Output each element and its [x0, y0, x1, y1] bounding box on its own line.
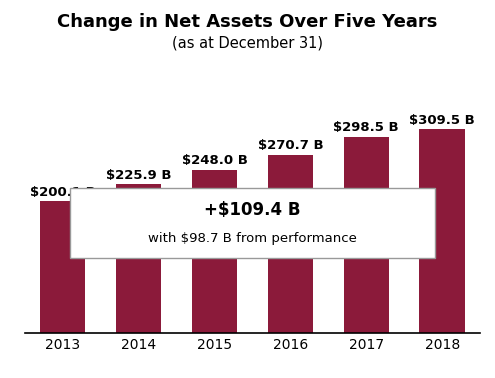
- Bar: [268, 155, 313, 333]
- Bar: [344, 137, 389, 333]
- Text: with $98.7 B from performance: with $98.7 B from performance: [148, 232, 357, 245]
- Bar: [40, 201, 86, 333]
- Text: $248.0 B: $248.0 B: [182, 154, 248, 167]
- Text: $309.5 B: $309.5 B: [409, 114, 475, 127]
- Text: $225.9 B: $225.9 B: [106, 169, 171, 182]
- Bar: [116, 184, 161, 333]
- Text: +$109.4 B: +$109.4 B: [204, 201, 300, 219]
- Bar: [419, 129, 465, 333]
- FancyBboxPatch shape: [70, 188, 435, 258]
- Text: $200.1 B: $200.1 B: [30, 186, 96, 199]
- Text: $298.5 B: $298.5 B: [334, 121, 399, 134]
- Text: Change in Net Assets Over Five Years: Change in Net Assets Over Five Years: [57, 13, 438, 31]
- Text: (as at December 31): (as at December 31): [172, 36, 323, 51]
- Text: $270.7 B: $270.7 B: [257, 139, 323, 152]
- Bar: [192, 170, 237, 333]
